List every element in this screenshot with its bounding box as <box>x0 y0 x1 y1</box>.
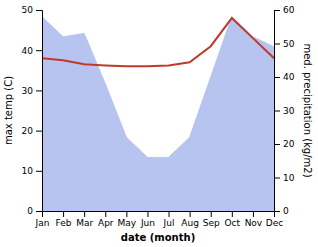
tick-label: Oct <box>225 218 241 228</box>
tick-label: Nov <box>245 218 263 228</box>
y-axis: 0 10 20 30 40 50 <box>22 5 43 216</box>
line <box>42 18 274 66</box>
tick-label: 0 <box>283 206 289 216</box>
tick-label: Jul <box>163 218 175 228</box>
plot: JanFebMarAprMayJunJulAugSepOctNovDec0102… <box>3 5 313 243</box>
tick: 40 <box>22 46 42 56</box>
tick: 0 <box>274 206 289 216</box>
tick: 60 <box>274 5 295 15</box>
tick-mark <box>63 211 64 217</box>
y-axis-title: max temp (C) <box>3 76 14 145</box>
tick: May <box>118 211 137 228</box>
tick-label: 10 <box>22 166 34 176</box>
tick-label: May <box>118 218 137 228</box>
tick: 50 <box>22 5 42 15</box>
x-axis-title: date (month) <box>121 232 195 243</box>
y2-axis: 0 10 20 30 40 50 60 <box>274 5 295 216</box>
tick: Sep <box>203 211 220 228</box>
y2-axis-title: med. precipitation (kg/m2) <box>302 43 313 177</box>
tick: Jan <box>35 211 50 228</box>
tick-label: 50 <box>283 39 295 49</box>
tick-mark <box>105 211 106 217</box>
tick-label: 0 <box>27 206 33 216</box>
tick: 0 <box>27 206 42 216</box>
tick: Nov <box>245 211 263 228</box>
axis-line <box>275 11 281 212</box>
area <box>42 17 274 211</box>
tick-mark <box>36 10 42 11</box>
tick-mark <box>274 10 280 11</box>
tick: Mar <box>76 211 93 228</box>
tick: Jul <box>163 211 175 228</box>
tick: Apr <box>98 211 114 228</box>
tick-label: Sep <box>203 218 220 228</box>
tick-mark <box>232 211 233 217</box>
marks <box>42 17 274 211</box>
tick: 30 <box>274 106 295 116</box>
axis-line <box>43 212 275 218</box>
tick-mark <box>126 211 127 217</box>
tick-label: Jan <box>35 218 50 228</box>
tick-mark <box>84 211 85 217</box>
tick-mark <box>211 211 212 217</box>
tick: Oct <box>225 211 241 228</box>
tick-mark <box>36 211 42 212</box>
tick: 10 <box>274 173 295 183</box>
tick-mark <box>253 211 254 217</box>
tick-label: 60 <box>283 5 295 15</box>
x-axis: Jan Feb Mar Apr MayJun Jul Aug Sep Oct NovDec <box>35 211 284 228</box>
tick-label: Apr <box>98 218 114 228</box>
tick: 40 <box>274 72 295 82</box>
tick: Dec <box>266 211 283 228</box>
tick-label: 30 <box>22 86 34 96</box>
tick-label: Dec <box>266 218 283 228</box>
tick-mark <box>274 144 280 145</box>
axis-line <box>36 11 43 212</box>
tick-label: Aug <box>181 218 199 228</box>
tick: 10 <box>22 166 42 176</box>
tick-label: 20 <box>22 126 34 136</box>
tick-mark <box>274 77 280 78</box>
tick-mark <box>36 171 42 172</box>
tick-mark <box>147 211 148 217</box>
tick-label: 10 <box>283 173 295 183</box>
tick-mark <box>190 211 191 217</box>
tick-label: Jun <box>140 218 155 228</box>
tick-mark <box>36 90 42 91</box>
tick: 50 <box>274 39 295 49</box>
tick-mark <box>274 111 280 112</box>
tick-label: 30 <box>283 106 295 116</box>
tick-label: Feb <box>56 218 72 228</box>
tick-label: 20 <box>283 139 295 149</box>
tick: 30 <box>22 86 42 96</box>
tick-mark <box>169 211 170 217</box>
tick-label: 40 <box>283 72 295 82</box>
chart: JanFebMarAprMayJunJulAugSepOctNovDec0102… <box>0 0 318 247</box>
tick-mark <box>274 178 280 179</box>
tick: 20 <box>22 126 42 136</box>
tick: Jun <box>140 211 155 228</box>
tick-mark <box>274 44 280 45</box>
tick-label: Mar <box>76 218 93 228</box>
tick: Feb <box>56 211 72 228</box>
tick-mark <box>36 50 42 51</box>
tick-label: 40 <box>22 46 34 56</box>
tick-mark <box>36 131 42 132</box>
tick: Aug <box>181 211 199 228</box>
tick-label: 50 <box>22 5 34 15</box>
tick-mark <box>274 211 280 212</box>
tick: 20 <box>274 139 295 149</box>
